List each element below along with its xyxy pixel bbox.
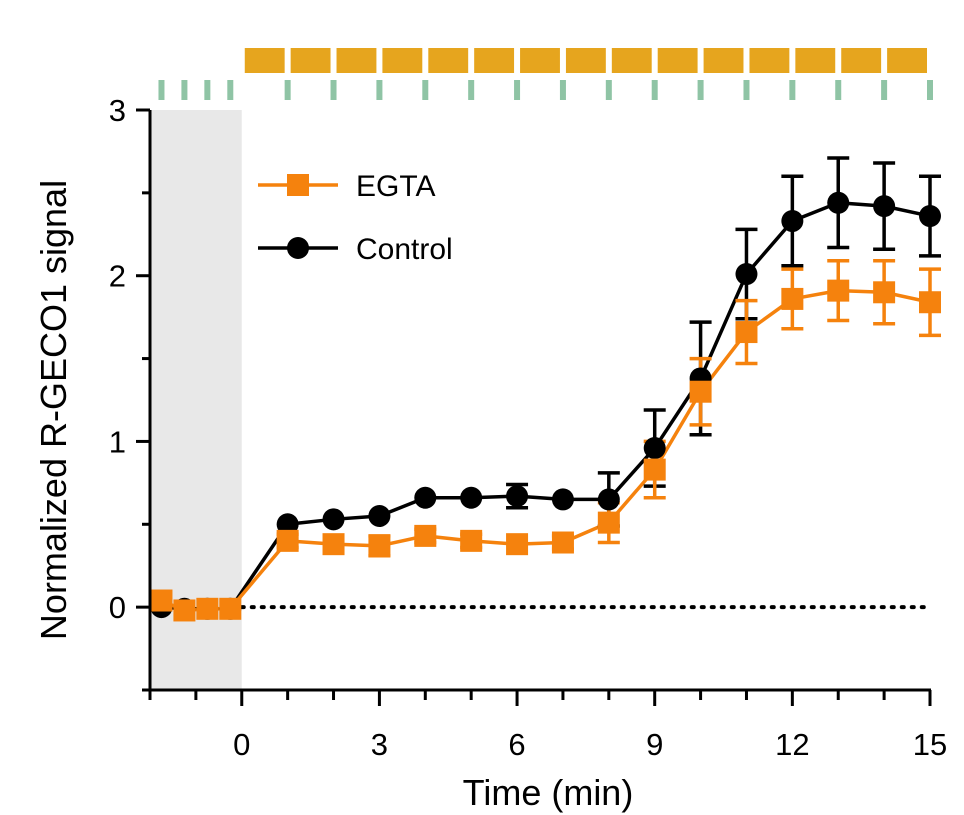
stimulus-tick bbox=[651, 80, 658, 100]
y-tick-label: 0 bbox=[109, 590, 126, 625]
stimulus-bar bbox=[795, 48, 836, 73]
stimulus-bar bbox=[382, 48, 423, 73]
x-tick-label: 3 bbox=[371, 727, 388, 762]
y-tick-label: 1 bbox=[109, 424, 126, 459]
data-point-egta bbox=[414, 524, 437, 547]
legend-label-egta: EGTA bbox=[356, 170, 435, 203]
stimulus-tick bbox=[284, 80, 291, 100]
stimulus-bars bbox=[244, 48, 927, 73]
stimulus-bar bbox=[703, 48, 744, 73]
stimulus-tick bbox=[514, 80, 521, 100]
data-point-control bbox=[781, 210, 804, 233]
legend: EGTA Control bbox=[258, 170, 453, 266]
stimulus-tick bbox=[697, 80, 704, 100]
data-point-egta bbox=[368, 534, 391, 557]
data-point-egta bbox=[506, 533, 529, 556]
stimulus-tick bbox=[881, 80, 888, 100]
data-point-control bbox=[643, 437, 666, 460]
stimulus-tick bbox=[743, 80, 750, 100]
stimulus-tick bbox=[227, 80, 234, 100]
data-point-egta bbox=[322, 533, 345, 556]
legend-marker-egta bbox=[287, 174, 309, 196]
data-point-control bbox=[460, 486, 483, 509]
y-ticks: 0 1 2 3 bbox=[109, 93, 150, 692]
legend-label-control: Control bbox=[356, 233, 453, 266]
stimulus-tick bbox=[158, 80, 165, 100]
stimulus-bar bbox=[474, 48, 515, 73]
stimulus-bar bbox=[657, 48, 698, 73]
data-point-egta bbox=[781, 287, 804, 310]
stimulus-bar bbox=[520, 48, 560, 73]
stimulus-bar bbox=[428, 48, 469, 73]
data-point-egta bbox=[919, 291, 941, 314]
data-point-control bbox=[276, 513, 299, 536]
legend-marker-control bbox=[287, 237, 309, 259]
stimulus-bar bbox=[565, 48, 606, 73]
x-tick-label: 0 bbox=[233, 727, 250, 762]
stimulus-tick bbox=[376, 80, 383, 100]
stimulus-tick bbox=[468, 80, 475, 100]
data-point-egta bbox=[735, 321, 758, 344]
stimulus-tick bbox=[559, 80, 566, 100]
data-point-control bbox=[414, 486, 437, 509]
stimulus-bar bbox=[841, 48, 882, 73]
data-point-egta bbox=[551, 531, 574, 554]
data-point-control bbox=[322, 508, 345, 531]
data-point-control bbox=[506, 485, 529, 508]
data-point-egta bbox=[196, 597, 219, 620]
data-point-control bbox=[919, 205, 941, 228]
data-point-egta bbox=[276, 529, 299, 552]
data-point-control bbox=[597, 488, 620, 511]
stimulus-bar bbox=[244, 48, 285, 73]
y-tick-label: 2 bbox=[109, 259, 126, 294]
data-point-control bbox=[735, 263, 758, 286]
x-tick-label: 9 bbox=[646, 727, 663, 762]
data-point-control bbox=[827, 191, 850, 214]
data-point-egta bbox=[173, 599, 196, 622]
data-point-egta bbox=[643, 458, 666, 481]
data-point-egta bbox=[689, 380, 712, 403]
data-point-egta bbox=[460, 529, 483, 552]
stimulus-tick bbox=[789, 80, 796, 100]
stimulus-tick bbox=[422, 80, 429, 100]
stimulus-tick bbox=[181, 80, 188, 100]
stimulus-ticks bbox=[158, 80, 933, 100]
stimulus-bar bbox=[749, 48, 790, 73]
stimulus-bar bbox=[290, 48, 331, 73]
x-tick-label: 6 bbox=[508, 727, 525, 762]
data-point-egta bbox=[873, 281, 896, 304]
stimulus-tick bbox=[330, 80, 337, 100]
data-point-control bbox=[368, 505, 391, 527]
stimulus-tick bbox=[204, 80, 211, 100]
x-ticks: 0 3 6 9 12 15 bbox=[148, 690, 947, 762]
stimulus-bar bbox=[611, 48, 652, 73]
x-tick-label: 15 bbox=[913, 727, 947, 762]
data-point-control bbox=[873, 195, 896, 218]
data-point-egta bbox=[219, 597, 242, 620]
data-point-egta bbox=[827, 279, 850, 302]
data-point-egta bbox=[597, 511, 620, 534]
stimulus-tick bbox=[835, 80, 842, 100]
stimulus-tick bbox=[605, 80, 612, 100]
y-tick-label: 3 bbox=[109, 93, 126, 128]
y-axis-title: Normalized R-GECO1 signal bbox=[33, 180, 74, 640]
data-point-egta bbox=[150, 589, 173, 612]
series-line-egta bbox=[160, 288, 931, 613]
markers bbox=[150, 191, 941, 622]
data-point-control bbox=[551, 488, 574, 511]
stimulus-bar bbox=[336, 48, 377, 73]
x-tick-label: 12 bbox=[775, 727, 809, 762]
x-axis-title: Time (min) bbox=[463, 772, 634, 813]
stimulus-bar bbox=[887, 48, 927, 73]
stimulus-tick bbox=[927, 80, 933, 100]
